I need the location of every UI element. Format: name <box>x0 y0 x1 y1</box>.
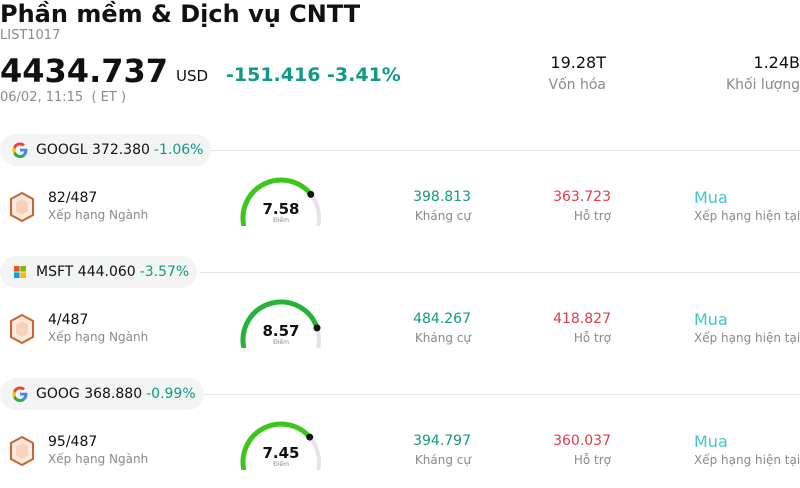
industry-rank-label: Xếp hạng Ngành <box>48 208 149 222</box>
stock-row-msft: MSFT 444.060 -3.57% 4/487 Xếp hạng Ngành … <box>0 256 800 378</box>
industry-rank-badge-icon <box>10 436 34 466</box>
price-change: -151.416 -3.41% <box>226 64 401 86</box>
resistance-value: 484.267 <box>413 311 471 327</box>
market-cap-label: Vốn hóa <box>548 77 606 93</box>
stock-row-goog: GOOG 368.880 -0.99% 95/487 Xếp hạng Ngành… <box>0 378 800 488</box>
resistance-value: 398.813 <box>413 189 471 205</box>
volume-label: Khối lượng <box>725 77 800 93</box>
ticker-price: 372.380 <box>92 142 150 158</box>
score-label: Điểm <box>273 217 289 224</box>
stock-row-googl: GOOGL 372.380 -1.06% 82/487 Xếp hạng Ngàn… <box>0 134 800 256</box>
ticker-symbol: MSFT <box>36 264 74 280</box>
google-logo-icon <box>12 386 28 402</box>
score-label: Điểm <box>273 339 289 346</box>
support-label: Hỗ trợ <box>573 331 611 345</box>
volume-value: 1.24B <box>753 53 800 72</box>
score-gauge <box>240 299 321 348</box>
score-value: 8.57 <box>262 322 300 340</box>
ticker-change: -3.57% <box>139 264 190 280</box>
recommendation-value: Mua <box>694 188 728 207</box>
support-value: 360.037 <box>553 433 611 449</box>
score-gauge <box>240 421 321 470</box>
page-title: Phần mềm & Dịch vụ CNTT <box>0 0 361 28</box>
resistance-label: Kháng cự <box>414 453 471 467</box>
divider <box>200 150 800 151</box>
industry-rank-label: Xếp hạng Ngành <box>48 330 149 344</box>
ticker-symbol: GOOGL <box>36 142 88 158</box>
ticker-symbol: GOOG <box>36 386 80 402</box>
recommendation-label: Xếp hạng hiện tại <box>694 453 800 467</box>
industry-rank-label: Xếp hạng Ngành <box>48 452 149 466</box>
ticker-pill[interactable]: GOOG 368.880 -0.99% <box>0 378 204 410</box>
support-label: Hỗ trợ <box>573 209 611 223</box>
ticker-price: 444.060 <box>77 264 136 280</box>
timestamp: 06/02, 11:15 ( ET ) <box>0 90 127 105</box>
industry-rank-badge-icon <box>10 314 34 344</box>
microsoft-logo-icon <box>14 266 26 278</box>
resistance-label: Kháng cự <box>414 209 471 223</box>
resistance-label: Kháng cự <box>414 331 471 345</box>
ticker-price: 368.880 <box>84 386 143 402</box>
score-label: Điểm <box>273 461 289 468</box>
divider <box>200 394 800 395</box>
recommendation-label: Xếp hạng hiện tại <box>694 331 800 345</box>
industry-rank-badge-icon <box>10 192 34 222</box>
ticker-change: -0.99% <box>146 386 196 402</box>
divider <box>200 272 800 273</box>
support-value: 363.723 <box>553 189 611 205</box>
support-label: Hỗ trợ <box>573 453 611 467</box>
industry-rank: 82/487 <box>48 190 98 206</box>
google-logo-icon <box>12 142 28 158</box>
ticker-pill[interactable]: GOOGL 372.380 -1.06% <box>0 134 212 166</box>
ticker-pill[interactable]: MSFT 444.060 -3.57% <box>0 256 198 288</box>
industry-rank: 4/487 <box>48 312 89 328</box>
index-price: 4434.737 <box>0 52 169 90</box>
currency-label: USD <box>176 67 209 85</box>
support-value: 418.827 <box>553 311 611 327</box>
score-value: 7.45 <box>262 444 300 462</box>
recommendation-value: Mua <box>694 310 728 329</box>
score-value: 7.58 <box>262 200 300 218</box>
ticker-change: -1.06% <box>153 142 204 158</box>
recommendation-value: Mua <box>694 432 728 451</box>
score-gauge <box>240 177 321 226</box>
recommendation-label: Xếp hạng hiện tại <box>694 209 800 223</box>
industry-rank: 95/487 <box>48 434 98 450</box>
index-code: LIST1017 <box>0 28 61 43</box>
market-cap-value: 19.28T <box>550 53 606 72</box>
resistance-value: 394.797 <box>413 433 471 449</box>
